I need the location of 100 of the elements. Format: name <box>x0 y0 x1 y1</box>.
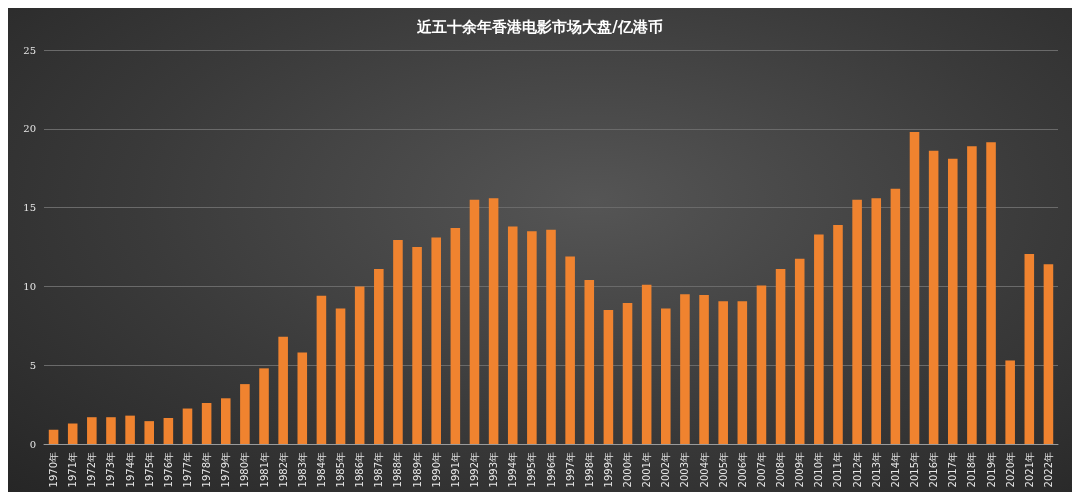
bar <box>699 295 709 444</box>
x-tick-label: 1984年 <box>315 452 327 488</box>
x-tick-label: 1971年 <box>67 452 79 488</box>
x-tick-label: 1974年 <box>124 452 136 488</box>
x-tick-label: 1976年 <box>162 452 174 488</box>
bar <box>814 234 824 444</box>
x-tick-label: 1993年 <box>488 452 500 488</box>
bar <box>546 229 556 444</box>
x-tick-label: 2021年 <box>1023 452 1035 488</box>
bar <box>1005 360 1015 444</box>
bar <box>852 199 862 444</box>
bar <box>661 308 671 444</box>
bar <box>67 423 78 444</box>
bar <box>507 226 518 444</box>
chart-title: 近五十余年香港电影市场大盘/亿港币 <box>416 17 663 36</box>
x-tick-label: 1987年 <box>373 452 385 488</box>
bar <box>986 142 996 444</box>
x-tick-label: 2012年 <box>851 452 863 488</box>
x-tick-label: 1983年 <box>296 452 308 488</box>
x-tick-label: 2011年 <box>832 452 844 488</box>
bar <box>928 150 939 444</box>
x-tick-label: 1978年 <box>201 452 213 488</box>
bar <box>48 429 59 444</box>
x-tick-label: 2014年 <box>889 452 901 488</box>
bar <box>220 398 231 444</box>
x-tick-label: 1979年 <box>220 452 232 488</box>
bar <box>87 417 97 444</box>
bar <box>412 247 422 444</box>
bar <box>584 280 595 444</box>
y-tick-label: 0 <box>29 438 36 450</box>
bar <box>450 228 461 444</box>
bar <box>565 256 575 444</box>
bar <box>909 131 920 444</box>
bar <box>278 336 288 444</box>
x-tick-label: 2007年 <box>755 452 767 488</box>
x-tick-label: 2004年 <box>698 452 710 488</box>
x-tick-label: 1999年 <box>602 452 614 488</box>
x-tick-label: 2005年 <box>717 452 729 488</box>
x-tick-label: 1994年 <box>507 452 519 488</box>
x-tick-label: 1992年 <box>468 452 480 488</box>
bar <box>201 403 212 444</box>
x-tick-label: 1991年 <box>449 452 461 488</box>
x-tick-label: 1989年 <box>411 452 423 488</box>
x-tick-label: 2009年 <box>794 452 806 488</box>
bar <box>431 237 441 444</box>
bar <box>890 188 901 444</box>
x-tick-label: 2019年 <box>985 452 997 488</box>
x-tick-label: 1973年 <box>105 452 117 488</box>
x-tick-label: 1982年 <box>277 452 289 488</box>
x-tick-label: 2016年 <box>928 452 940 488</box>
bar <box>967 146 977 444</box>
bar <box>775 269 786 444</box>
x-tick-label: 2002年 <box>660 452 672 488</box>
x-tick-label: 1970年 <box>48 452 60 488</box>
bar <box>680 294 690 444</box>
bar <box>1043 264 1054 444</box>
x-tick-label: 1995年 <box>526 452 538 488</box>
x-tick-label: 2006年 <box>736 452 748 488</box>
bar <box>488 198 499 444</box>
bar <box>737 301 748 444</box>
x-tick-label: 2008年 <box>775 452 787 488</box>
bar <box>1024 254 1035 444</box>
x-tick-label: 1998年 <box>583 452 595 488</box>
bar <box>641 284 652 444</box>
x-tick-label: 1996年 <box>545 452 557 488</box>
bar <box>259 368 269 444</box>
x-tick-label: 2022年 <box>1042 452 1054 488</box>
y-tick-label: 5 <box>29 359 36 371</box>
y-tick-label: 25 <box>23 44 36 56</box>
bar <box>527 231 537 444</box>
bar <box>947 158 958 444</box>
x-tick-label: 2020年 <box>1004 452 1016 488</box>
bar <box>603 310 614 444</box>
x-tick-label: 1980年 <box>239 452 251 488</box>
bar <box>125 415 135 444</box>
x-tick-label: 2013年 <box>870 452 882 488</box>
bar <box>144 421 155 444</box>
bar <box>794 258 805 444</box>
x-tick-label: 2017年 <box>947 452 959 488</box>
y-tick-label: 20 <box>23 123 36 135</box>
x-tick-label: 1986年 <box>354 452 366 488</box>
bar <box>871 198 882 444</box>
x-tick-label: 2000年 <box>622 452 634 488</box>
x-tick-label: 1990年 <box>430 452 442 488</box>
x-tick-label: 2018年 <box>966 452 978 488</box>
x-tick-label: 1975年 <box>143 452 155 488</box>
x-tick-label: 1985年 <box>335 452 347 488</box>
bar <box>718 301 728 444</box>
bar <box>316 295 327 444</box>
bar <box>756 285 767 444</box>
bar <box>297 352 308 444</box>
x-tick-label: 1988年 <box>392 452 404 488</box>
x-tick-label: 2001年 <box>641 452 653 488</box>
bar <box>374 269 384 444</box>
bar <box>469 199 480 444</box>
bar <box>354 286 365 444</box>
bar <box>833 224 843 444</box>
x-tick-label: 2015年 <box>909 452 921 488</box>
x-tick-label: 2010年 <box>813 452 825 488</box>
x-tick-label: 1977年 <box>181 452 193 488</box>
